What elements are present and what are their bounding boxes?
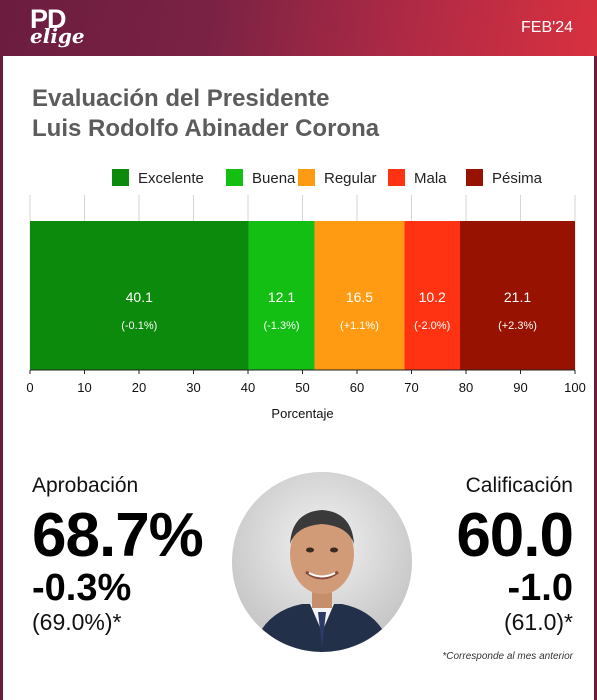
x-tick-label: 30 bbox=[186, 380, 200, 395]
legend-label: Buena bbox=[252, 170, 296, 187]
legend-item-buena: Buena bbox=[226, 169, 295, 189]
x-tick-label: 70 bbox=[404, 380, 418, 395]
footnote: *Corresponde al mes anterior bbox=[442, 651, 573, 662]
portrait-illustration bbox=[232, 472, 412, 652]
legend-swatch bbox=[298, 169, 315, 186]
survey-date: FEB'24 bbox=[521, 19, 573, 36]
president-photo bbox=[232, 472, 412, 652]
approval-label: Aprobación bbox=[32, 474, 139, 497]
bar-change-label: (+1.1%) bbox=[340, 320, 379, 332]
frame-left bbox=[0, 56, 3, 700]
logo-text-bottom: elige bbox=[30, 24, 85, 48]
legend-swatch bbox=[112, 169, 129, 186]
bar-value-label: 16.5 bbox=[346, 289, 373, 305]
bar-pésima bbox=[460, 221, 575, 370]
header-bar: PD elige FEB'24 bbox=[0, 0, 597, 56]
x-tick-label: 60 bbox=[350, 380, 364, 395]
legend-swatch bbox=[466, 169, 483, 186]
x-axis-label: Porcentaje bbox=[271, 406, 333, 421]
x-tick-label: 50 bbox=[295, 380, 309, 395]
legend-swatch bbox=[226, 169, 243, 186]
rating-value: 60.0 bbox=[456, 501, 574, 570]
approval-previous: (69.0%)* bbox=[32, 609, 122, 635]
rating-block: Calificación 60.0 -1.0 (61.0)* bbox=[456, 474, 574, 636]
x-tick-label: 90 bbox=[513, 380, 527, 395]
x-tick-label: 0 bbox=[26, 380, 33, 395]
legend-item-mala: Mala bbox=[388, 169, 447, 189]
bar-change-label: (-0.1%) bbox=[121, 320, 157, 332]
frame-right bbox=[594, 56, 597, 700]
bar-value-label: 10.2 bbox=[419, 289, 446, 305]
x-tick-label: 40 bbox=[241, 380, 255, 395]
bar-regular bbox=[314, 221, 405, 370]
title-line-2: Luis Rodolfo Abinader Corona bbox=[32, 115, 380, 142]
approval-delta: -0.3% bbox=[32, 567, 132, 609]
rating-previous: (61.0)* bbox=[503, 609, 573, 635]
legend-item-regular: Regular bbox=[298, 169, 377, 189]
legend-item-pésima: Pésima bbox=[466, 169, 542, 189]
bar-change-label: (-1.3%) bbox=[263, 320, 299, 332]
x-tick-label: 20 bbox=[132, 380, 146, 395]
x-tick-label: 10 bbox=[77, 380, 91, 395]
logo-text-top: PD bbox=[30, 4, 67, 34]
legend-swatch bbox=[388, 169, 405, 186]
bar-change-label: (+2.3%) bbox=[498, 320, 537, 332]
legend-label: Excelente bbox=[138, 170, 204, 187]
legend-label: Pésima bbox=[492, 170, 543, 187]
approval-block: Aprobación 68.7% -0.3% (69.0%)* bbox=[32, 474, 204, 636]
bar-mala bbox=[404, 221, 461, 370]
x-tick-label: 80 bbox=[459, 380, 473, 395]
bar-value-label: 21.1 bbox=[504, 289, 531, 305]
legend-label: Regular bbox=[324, 170, 377, 187]
pd-elige-logo: PD elige bbox=[30, 4, 90, 52]
rating-delta: -1.0 bbox=[507, 567, 573, 609]
bar-value-label: 40.1 bbox=[126, 289, 153, 305]
bar-value-label: 12.1 bbox=[268, 289, 295, 305]
bar-buena bbox=[248, 221, 315, 370]
chart-title: Evaluación del Presidente Luis Rodolfo A… bbox=[32, 84, 379, 144]
bar-excelente bbox=[30, 221, 249, 370]
title-line-1: Evaluación del Presidente bbox=[32, 85, 330, 112]
rating-label: Calificación bbox=[465, 474, 573, 497]
legend-item-excelente: Excelente bbox=[112, 169, 204, 189]
legend-label: Mala bbox=[414, 170, 447, 187]
bar-change-label: (-2.0%) bbox=[414, 320, 450, 332]
x-tick-label: 100 bbox=[564, 380, 586, 395]
approval-value: 68.7% bbox=[32, 501, 204, 570]
stacked-bar-chart: 40.1 (-0.1%) 12.1 (-1.3%) 16.5 (+1.1%) 10.2 (-2… bbox=[26, 195, 586, 421]
